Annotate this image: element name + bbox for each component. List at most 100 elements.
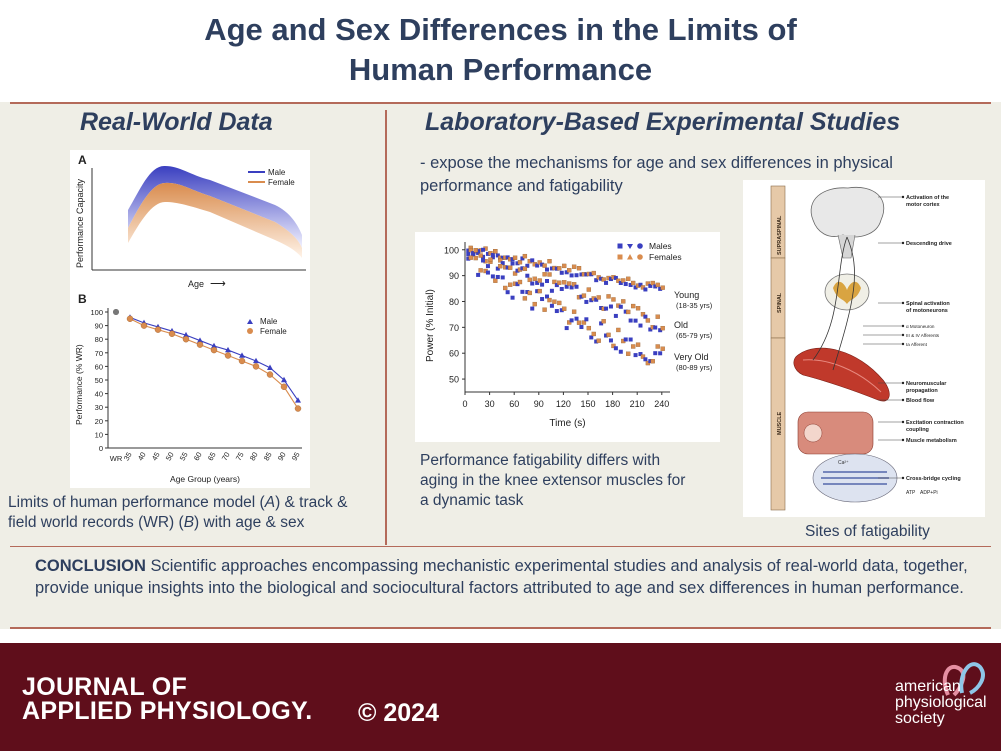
female-power-point	[645, 318, 651, 323]
male-power-point	[554, 266, 559, 271]
male-power-point	[515, 261, 520, 266]
chart-b-xtick-label: 40	[136, 451, 148, 463]
female-power-point	[571, 264, 577, 269]
male-power-point	[490, 252, 495, 257]
female-power-point	[478, 268, 483, 273]
atp-label: ATP	[906, 490, 916, 496]
group-label: Young	[674, 290, 699, 300]
male-point	[253, 357, 259, 364]
female-capacity-band	[128, 182, 302, 258]
male-power-point	[530, 306, 535, 311]
title-line-2: Human Performance	[348, 52, 653, 87]
myofilament-lines	[821, 471, 889, 485]
muscle-icon	[793, 347, 890, 402]
chart-a-xlabel: Age	[188, 279, 204, 289]
fatigability-diagram: SUPRASPINAL SPINAL MUSCLE Ca²⁺ Activatio…	[743, 180, 985, 517]
male-power-point	[554, 283, 559, 288]
aps-line-3: society	[895, 710, 945, 727]
male-power-point	[545, 267, 549, 272]
male-power-point	[648, 327, 653, 332]
female-power-point	[537, 288, 542, 294]
female-power-point	[468, 247, 473, 253]
group-age-label: (65-79 yrs)	[676, 331, 713, 340]
male-power-point	[554, 309, 559, 314]
male-point	[281, 376, 287, 383]
male-power-point	[476, 249, 481, 254]
male-power-point	[490, 274, 495, 279]
chart-a-label: A	[78, 153, 87, 167]
male-power-point	[638, 323, 643, 328]
female-power-point	[626, 276, 631, 282]
legend-female-label: Female	[268, 178, 295, 187]
male-power-point	[481, 247, 486, 252]
female-power-point	[522, 296, 528, 301]
muscle-label: MUSCLE	[777, 411, 783, 435]
female-power-point	[473, 248, 478, 253]
male-power-point	[658, 351, 663, 356]
female-power-point	[630, 280, 636, 286]
aps-line-2: physiological	[895, 694, 987, 711]
male-capacity-band	[128, 165, 302, 248]
female-power-point	[655, 282, 660, 288]
fatigue-xtick-label: 240	[654, 399, 669, 409]
chart-a-panel: A Male Female Performance Capacity Age ⟶	[70, 150, 310, 290]
female-power-point	[630, 344, 636, 349]
legend-male-marker	[637, 243, 643, 249]
female-power-point	[601, 277, 606, 282]
chart-b-ytick-label: 30	[95, 403, 103, 412]
chart-b-ytick-label: 80	[95, 335, 103, 344]
sites-caption: Sites of fatigability	[805, 523, 930, 540]
female-power-point	[611, 343, 616, 349]
fatigue-ytick-label: 90	[449, 271, 459, 281]
male-power-point	[653, 351, 658, 356]
aps-logo-icon	[942, 662, 985, 697]
diagram-label: propagation	[906, 388, 938, 394]
male-power-point	[535, 289, 540, 294]
caption-part-1: Limits of human performance model (	[8, 494, 265, 511]
female-power-point	[626, 309, 631, 315]
male-power-point	[510, 295, 515, 300]
female-power-point	[552, 279, 557, 285]
chart-b-ytick-label: 100	[90, 308, 103, 317]
female-power-point	[512, 255, 518, 260]
fatigue-xtick-label: 0	[462, 399, 467, 409]
caption-part-4: ) with age & sex	[194, 514, 305, 531]
male-power-point	[623, 282, 628, 287]
male-power-point	[633, 353, 638, 358]
diagram-label: Excitation contraction	[906, 420, 964, 426]
diagram-label: of motoneurons	[906, 308, 948, 314]
male-power-point	[559, 308, 564, 313]
male-power-point	[485, 270, 490, 275]
male-power-point	[599, 306, 604, 311]
male-power-point	[505, 255, 510, 260]
male-power-point	[613, 346, 618, 351]
conclusion-band	[0, 547, 1001, 629]
male-power-point	[633, 285, 638, 290]
male-point	[295, 397, 301, 403]
bottom-divider	[10, 627, 991, 629]
chart-b-xtick-label: WR	[110, 454, 123, 463]
male-power-point	[574, 284, 579, 289]
female-power-point	[576, 266, 582, 271]
chart-a-svg: A Male Female Performance Capacity Age ⟶	[75, 153, 306, 290]
conclusion-text: Scientific approaches encompassing mecha…	[35, 557, 968, 597]
female-power-point	[493, 249, 498, 254]
male-power-point	[643, 287, 648, 292]
male-power-point	[589, 335, 594, 340]
legend-b-male-marker	[247, 319, 253, 324]
male-power-point	[618, 349, 623, 354]
male-power-point	[564, 326, 569, 331]
diagram-label: Spinal activation	[906, 301, 950, 307]
male-power-point	[540, 262, 545, 267]
chart-b-label: B	[78, 292, 87, 306]
diagram-leader-dot	[901, 381, 905, 385]
fatigue-caption: Performance fatigability differs with ag…	[420, 451, 720, 511]
legend-b-male-label: Male	[260, 317, 278, 326]
footer: JOURNAL OF APPLIED PHYSIOLOGY. © 2024 am…	[0, 643, 1001, 751]
top-divider	[10, 102, 991, 104]
female-point	[168, 330, 176, 337]
male-power-point	[520, 256, 525, 261]
male-power-point	[559, 270, 564, 275]
female-power-point	[507, 265, 513, 270]
